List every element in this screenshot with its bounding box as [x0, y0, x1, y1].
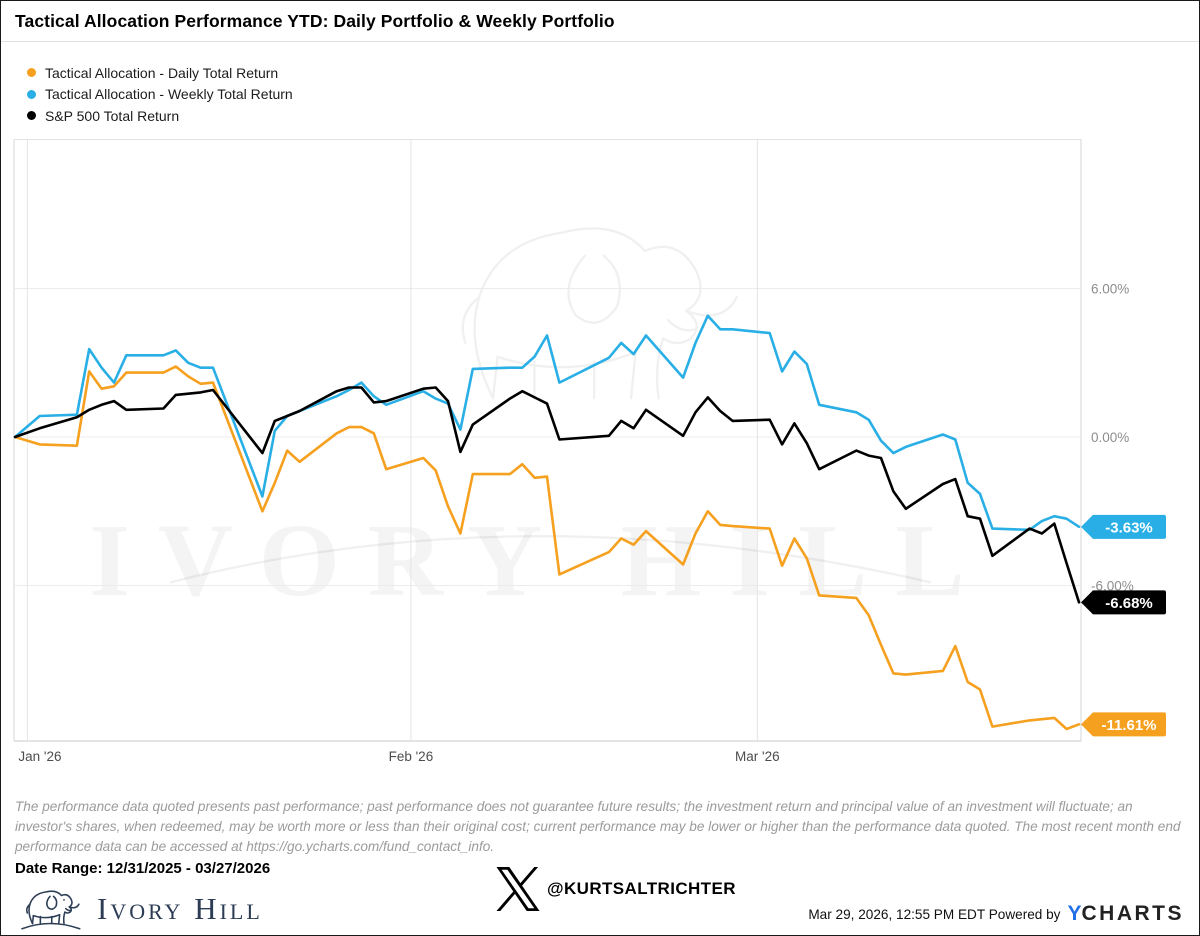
svg-text:6.00%: 6.00%: [1091, 282, 1129, 297]
legend-item-weekly: Tactical Allocation - Weekly Total Retur…: [27, 84, 293, 106]
svg-text:Feb '26: Feb '26: [389, 749, 434, 764]
x-logo-icon: [496, 867, 540, 911]
timestamp-block: Mar 29, 2026, 12:55 PM EDT Powered by YC…: [808, 902, 1184, 926]
ycharts-rest: CHARTS: [1081, 902, 1184, 925]
legend-dot-weekly-icon: [27, 89, 36, 99]
title-divider: [1, 41, 1199, 42]
ivory-hill-brand: Ivory Hill: [15, 878, 263, 934]
date-range-label: Date Range: 12/31/2025 - 03/27/2026: [15, 860, 271, 877]
ycharts-logo: YCHARTS: [1067, 902, 1184, 926]
elephant-watermark: [169, 227, 932, 584]
svg-text:-3.63%: -3.63%: [1105, 519, 1153, 536]
legend-item-sp500: S&P 500 Total Return: [27, 105, 293, 127]
performance-disclaimer: The performance data quoted presents pas…: [15, 799, 1181, 854]
line-chart: 6.00% 0.00% -6.00% Jan '26 Feb '26 Mar '26 -11…: [13, 139, 1166, 764]
legend-dot-daily-icon: [27, 68, 36, 78]
svg-text:0.00%: 0.00%: [1091, 430, 1129, 445]
legend-item-daily: Tactical Allocation - Daily Total Return: [27, 62, 293, 84]
elephant-logo-icon: [21, 890, 81, 930]
svg-text:-6.00%: -6.00%: [1091, 579, 1134, 594]
chart-region: IVORY HILL 6.00% 0.00% -6.00% Jan '26 Feb '2…: [1, 139, 1199, 769]
page-title: Tactical Allocation Performance YTD: Dai…: [15, 11, 615, 31]
ycharts-y: Y: [1067, 902, 1082, 925]
svg-text:-11.61%: -11.61%: [1101, 717, 1156, 734]
svg-text:Jan '26: Jan '26: [18, 749, 61, 764]
legend-dot-sp500-icon: [27, 111, 36, 121]
legend: Tactical Allocation - Daily Total Return…: [27, 62, 293, 127]
ivory-hill-text-watermark: IVORY HILL: [1, 501, 1081, 620]
brand-name: Ivory Hill: [97, 891, 263, 926]
svg-text:Mar '26: Mar '26: [735, 749, 780, 764]
x-handle-block: @KURTSALTRICHTER: [495, 867, 736, 911]
x-handle: @KURTSALTRICHTER: [547, 879, 736, 898]
legend-label-sp500: S&P 500 Total Return: [45, 107, 180, 124]
timestamp: Mar 29, 2026, 12:55 PM EDT Powered by: [808, 906, 1061, 922]
legend-label-daily: Tactical Allocation - Daily Total Return: [45, 64, 279, 81]
legend-label-weekly: Tactical Allocation - Weekly Total Retur…: [45, 86, 293, 103]
svg-text:-6.68%: -6.68%: [1105, 595, 1153, 612]
